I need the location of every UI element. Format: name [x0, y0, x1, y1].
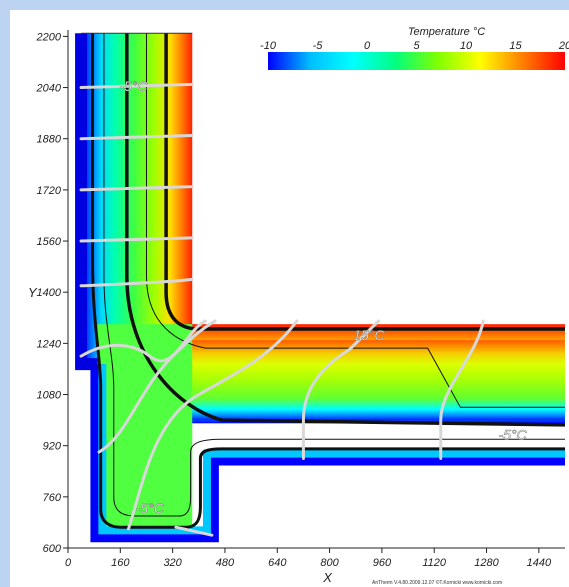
x-tick-label: 960 [373, 557, 392, 569]
x-tick-label: 320 [163, 557, 182, 569]
y-tick-label: 1720 [37, 185, 62, 197]
y-tick-label: 2040 [36, 83, 62, 95]
cool-edge [98, 364, 565, 535]
heat-flow-line [79, 134, 194, 141]
y-tick-label: 1880 [37, 134, 62, 146]
colorbar-title: Temperature °C [408, 26, 485, 38]
y-tick-label: 1240 [37, 338, 62, 350]
x-axis-label: X [322, 570, 333, 585]
cold-left-edge [75, 33, 98, 371]
heat-flow-line [79, 185, 194, 192]
colorbar-tick-label: 10 [460, 40, 473, 52]
software-credit: AnTherm V.4.80.2009.12.07 ©T.Kornicki ww… [372, 579, 502, 586]
colorbar-tick-label: -10 [260, 40, 277, 52]
isotherm-lines [79, 32, 566, 537]
y-tick-label: 920 [43, 441, 62, 453]
isotherm-line [164, 33, 565, 331]
x-tick-label: 0 [65, 557, 72, 569]
colorbar-tick-label: -5 [313, 40, 324, 52]
horizontal-blend [192, 340, 565, 421]
isotherm-label: -5°C [119, 78, 148, 94]
y-tick-label: 1400 [37, 287, 62, 299]
heat-flow-line [301, 319, 381, 460]
corner-field [97, 324, 193, 536]
heat-flow-line [439, 319, 485, 460]
x-tick-label: 1120 [422, 557, 447, 569]
y-tick-label: 600 [43, 543, 62, 555]
x-tick-label: 1280 [474, 557, 499, 569]
temperature-field [75, 33, 565, 543]
x-tick-label: 640 [268, 557, 287, 569]
isotherm-label: 15°C [353, 327, 385, 343]
colorbar-tick-label: 0 [364, 40, 371, 52]
isotherm-line [91, 33, 565, 529]
x-tick-label: 800 [320, 557, 339, 569]
heat-flow-line [97, 319, 217, 454]
isotherm-label: -5°C [499, 426, 528, 442]
colorbar: Temperature °C -10 -5 0 5 10 15 20 [260, 26, 569, 70]
y-tick-label: 2200 [36, 31, 62, 43]
heat-flow-line [79, 277, 194, 288]
axes: 0 160 320 480 640 800 960 1120 1280 1440 600 760 920… [28, 30, 565, 585]
heat-flow-line [174, 525, 214, 537]
x-tick-label: 480 [216, 557, 235, 569]
isotherm-line [103, 33, 565, 517]
y-tick-label: 1560 [37, 236, 62, 248]
isotherm-line [145, 33, 565, 408]
y-axis-label: Y [28, 285, 38, 300]
colorbar-scale [268, 52, 565, 70]
colorbar-tick-label: 5 [413, 40, 420, 52]
x-tick-label: 1440 [527, 557, 552, 569]
x-tick-label: 160 [111, 557, 130, 569]
isotherm-label: -5°C [136, 500, 165, 516]
colorbar-tick-label: 15 [509, 40, 522, 52]
heat-flow-line [79, 82, 194, 90]
colorbar-tick-label: 20 [558, 40, 569, 52]
isotherm-labels: -5°C 15°C -5°C -5°C [119, 78, 528, 517]
y-tick-label: 1080 [37, 390, 62, 402]
heat-flow-line [126, 319, 299, 531]
y-tick-label: 760 [43, 492, 62, 504]
heat-flow-line [79, 319, 207, 363]
heat-flow-line [79, 236, 194, 243]
